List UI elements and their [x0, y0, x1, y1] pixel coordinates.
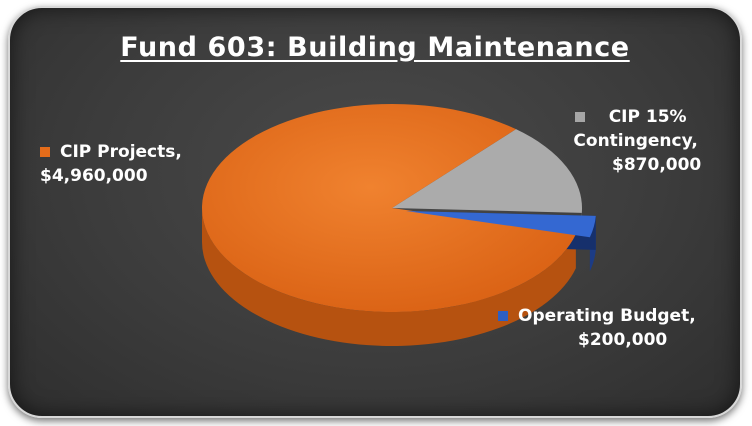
legend-value-cip-projects: $4,960,000	[40, 166, 148, 186]
legend-cip-projects: CIP Projects, $4,960,000	[40, 140, 182, 188]
legend-cip-contingency: CIP 15% Contingency, $870,000	[560, 105, 701, 177]
legend-value-operating-budget: $200,000	[578, 330, 668, 350]
legend-label-cip-contingency-line1: CIP 15%	[608, 107, 687, 127]
pie-slice-operating-budget	[406, 211, 596, 238]
legend-value-cip-contingency: $870,000	[612, 155, 702, 175]
legend-operating-budget: Operating Budget, $200,000	[498, 304, 696, 352]
legend-swatch-operating-budget	[498, 311, 508, 321]
legend-label-operating-budget: Operating Budget,	[518, 306, 696, 326]
pie-slice-cip-projects	[202, 104, 576, 313]
chart-frame: Fund 603: Building Maintenance CIP Proje…	[8, 6, 742, 418]
legend-swatch-cip-projects	[40, 147, 50, 157]
legend-label-cip-projects: CIP Projects,	[60, 142, 182, 162]
legend-swatch-cip-contingency	[574, 112, 585, 122]
pie-slice-cip-contingency	[392, 129, 582, 213]
chart-title: Fund 603: Building Maintenance	[120, 32, 630, 63]
pie-chart	[202, 104, 596, 347]
legend-label-cip-contingency-line2: Contingency,	[573, 131, 698, 151]
pie-slice-cip-projects-side	[202, 208, 576, 347]
